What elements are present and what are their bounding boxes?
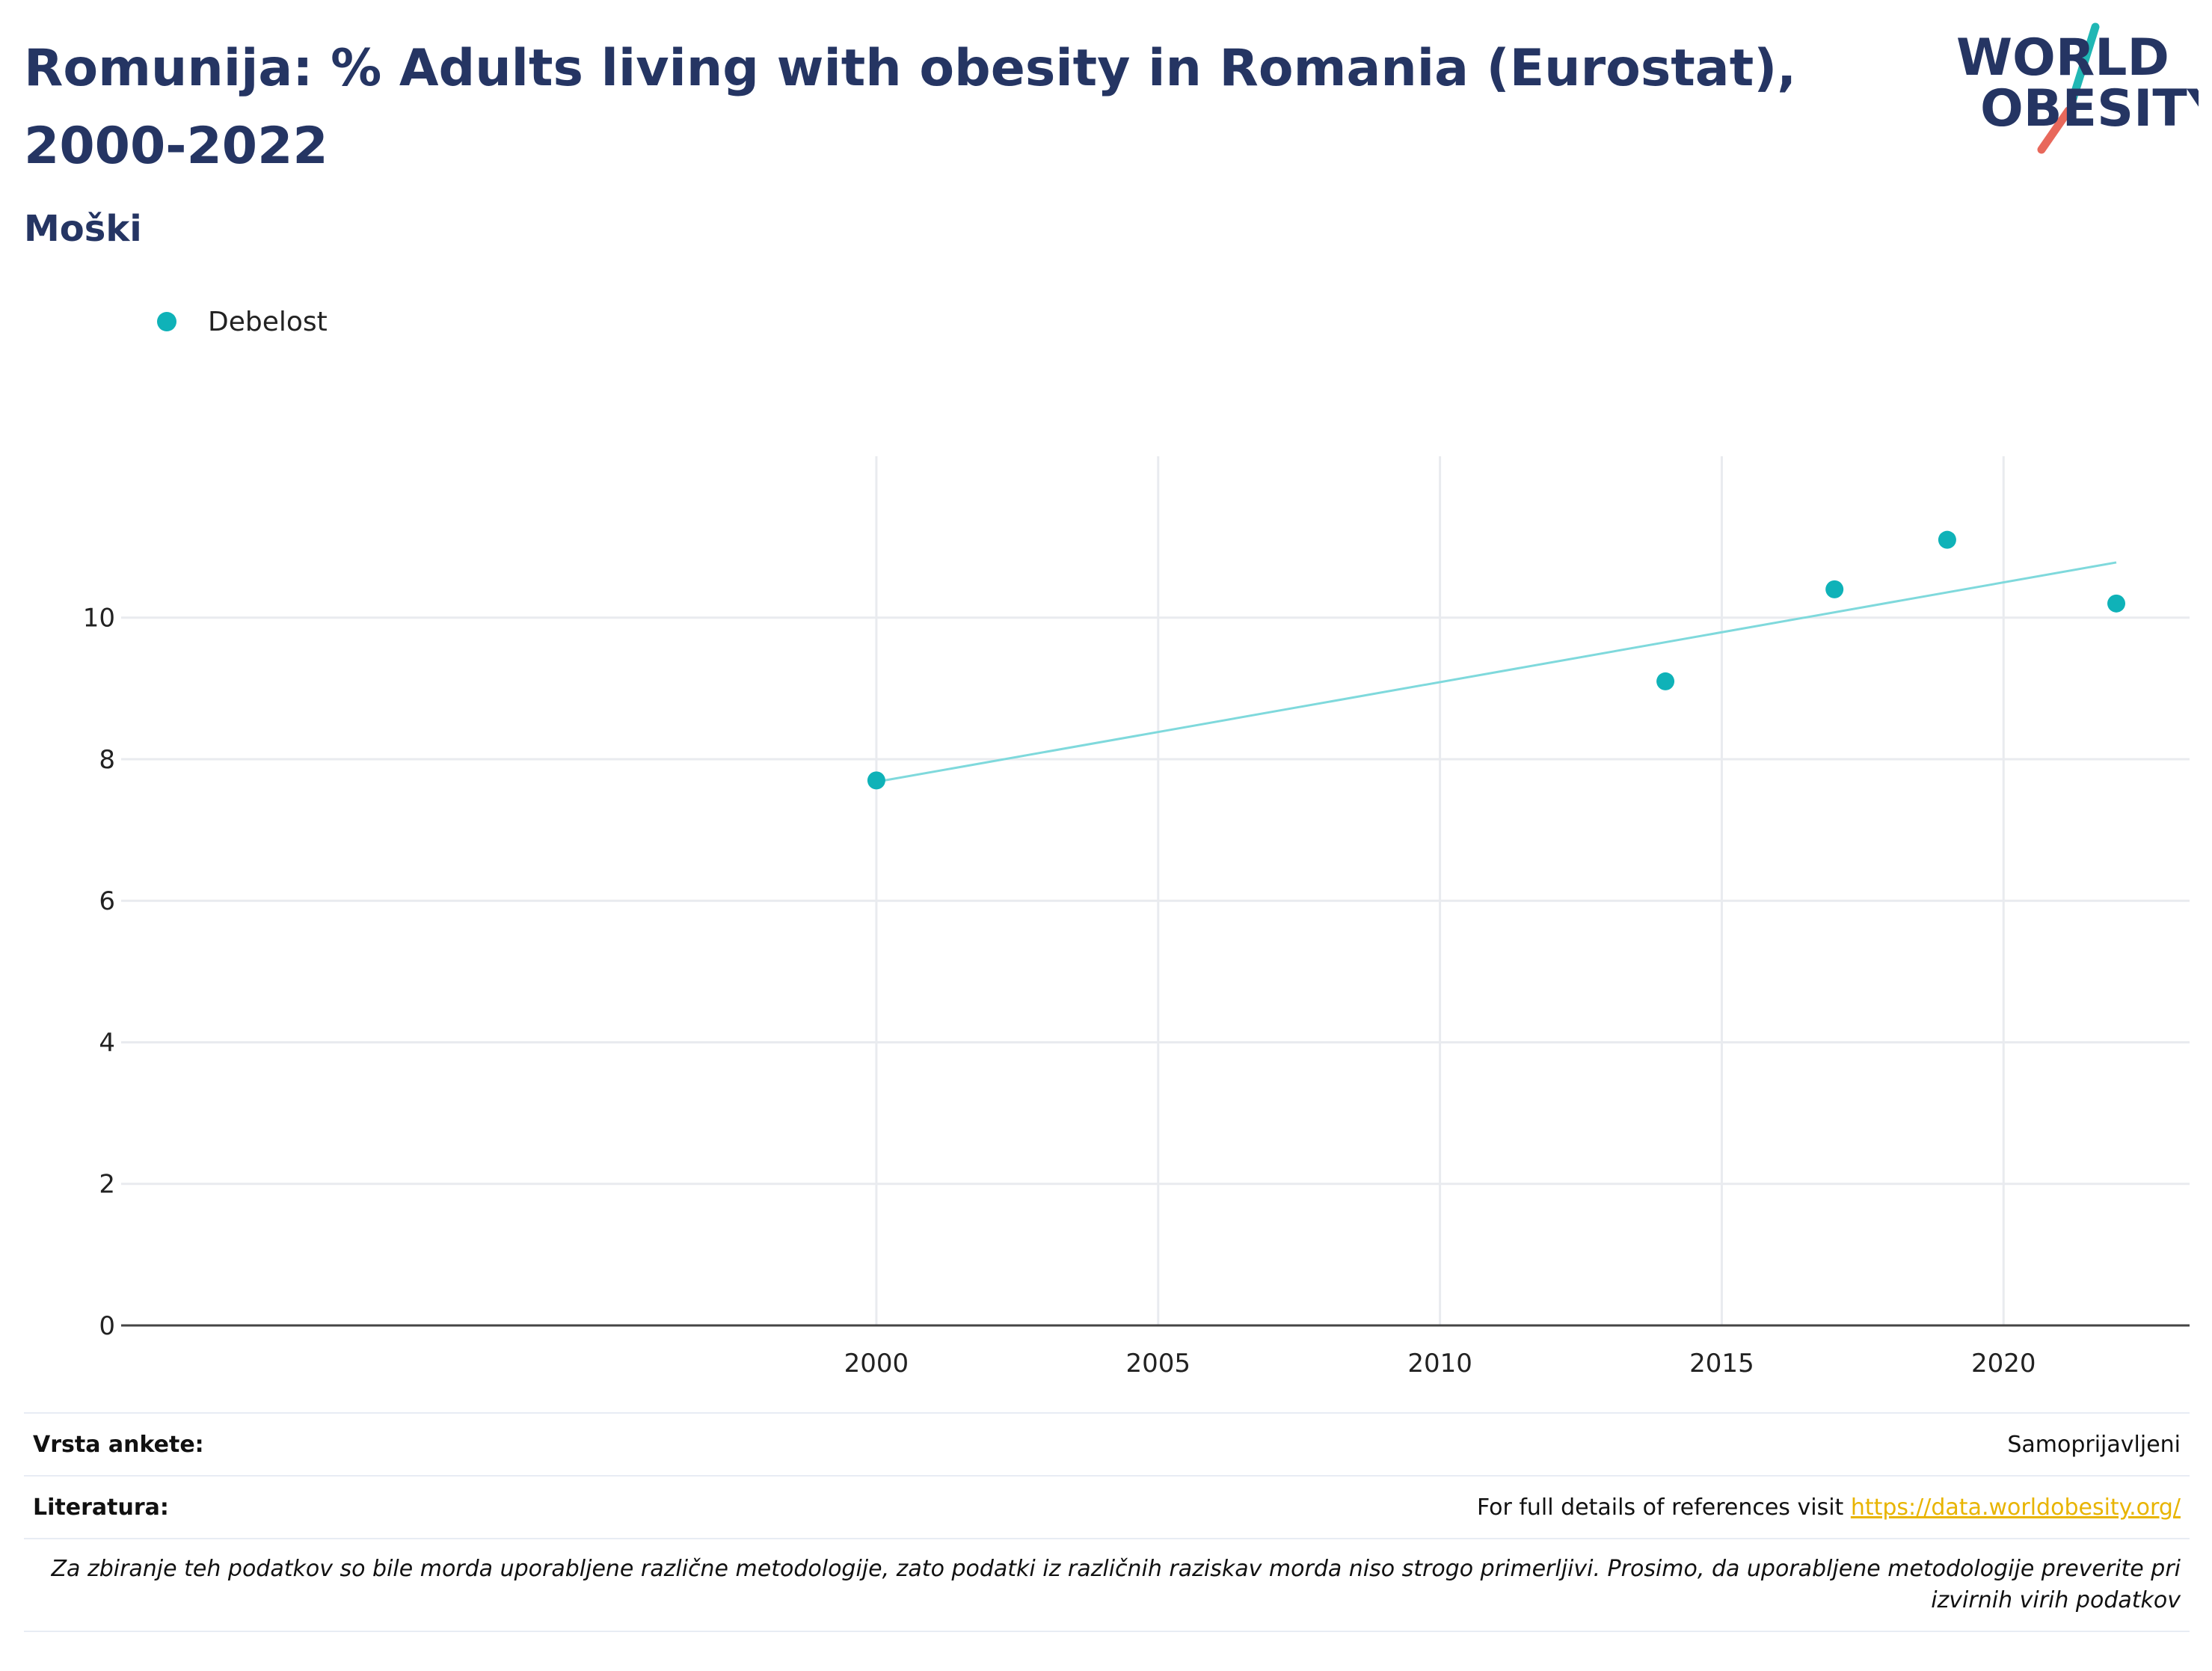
x-tick-label: 2005: [1126, 1349, 1191, 1379]
trendline-layer: [876, 561, 2117, 783]
chart-footer: Vrsta ankete: Samoprijavljeni Literatura…: [24, 1412, 2190, 1632]
y-tick-label: 10: [83, 604, 115, 634]
methodology-note: Za zbiranje teh podatkov so bile morda u…: [51, 1556, 2181, 1613]
data-point: [867, 771, 885, 790]
y-tick-label: 6: [99, 886, 115, 916]
survey-type-label: Vrsta ankete:: [33, 1431, 204, 1458]
logo-text-world: WORLD: [1956, 28, 2169, 88]
x-tick-label: 2010: [1407, 1349, 1472, 1379]
axes: 2000 2005 2010 2015 2020 0 2 4 6 8 10: [83, 604, 2190, 1379]
footer-references-row: Literatura: For full details of referenc…: [24, 1475, 2190, 1538]
references-link[interactable]: https://data.worldobesity.org/: [1850, 1494, 2181, 1521]
grid-lines: [121, 456, 2190, 1325]
x-tick-label: 2000: [844, 1349, 909, 1379]
footer-survey-row: Vrsta ankete: Samoprijavljeni: [24, 1412, 2190, 1475]
x-tick-label: 2015: [1689, 1349, 1754, 1379]
trendline: [876, 561, 2117, 783]
y-tick-label: 8: [99, 745, 115, 775]
y-tick-label: 4: [99, 1028, 115, 1058]
data-point: [1825, 580, 1844, 598]
legend-label: Debelost: [208, 306, 328, 337]
survey-type-value: Samoprijavljeni: [2007, 1431, 2181, 1458]
logo-slash-coral: [2037, 106, 2073, 154]
data-point: [1938, 530, 1956, 549]
references-value: For full details of references visit htt…: [1477, 1494, 2181, 1521]
footer-note-row: Za zbiranje teh podatkov so bile morda u…: [24, 1538, 2190, 1632]
references-label: Literatura:: [33, 1494, 169, 1521]
legend-marker: [157, 312, 176, 331]
logo-slash-teal: [2068, 22, 2100, 103]
chart-title: Romunija: % Adults living with obesity i…: [24, 39, 1797, 176]
chart-subtitle: Moški: [24, 208, 142, 250]
references-text: For full details of references visit: [1476, 1494, 1851, 1521]
y-tick-label: 2: [99, 1170, 115, 1200]
data-point: [1656, 672, 1675, 690]
y-tick-label: 0: [99, 1311, 115, 1341]
logo-text-obesity: OBESITY: [1980, 79, 2199, 138]
data-points: [867, 530, 2126, 790]
x-tick-label: 2020: [1971, 1349, 2036, 1379]
data-point: [2107, 594, 2126, 613]
world-obesity-logo: WORLD OBESITY: [1956, 22, 2199, 154]
legend[interactable]: Debelost: [157, 303, 328, 340]
